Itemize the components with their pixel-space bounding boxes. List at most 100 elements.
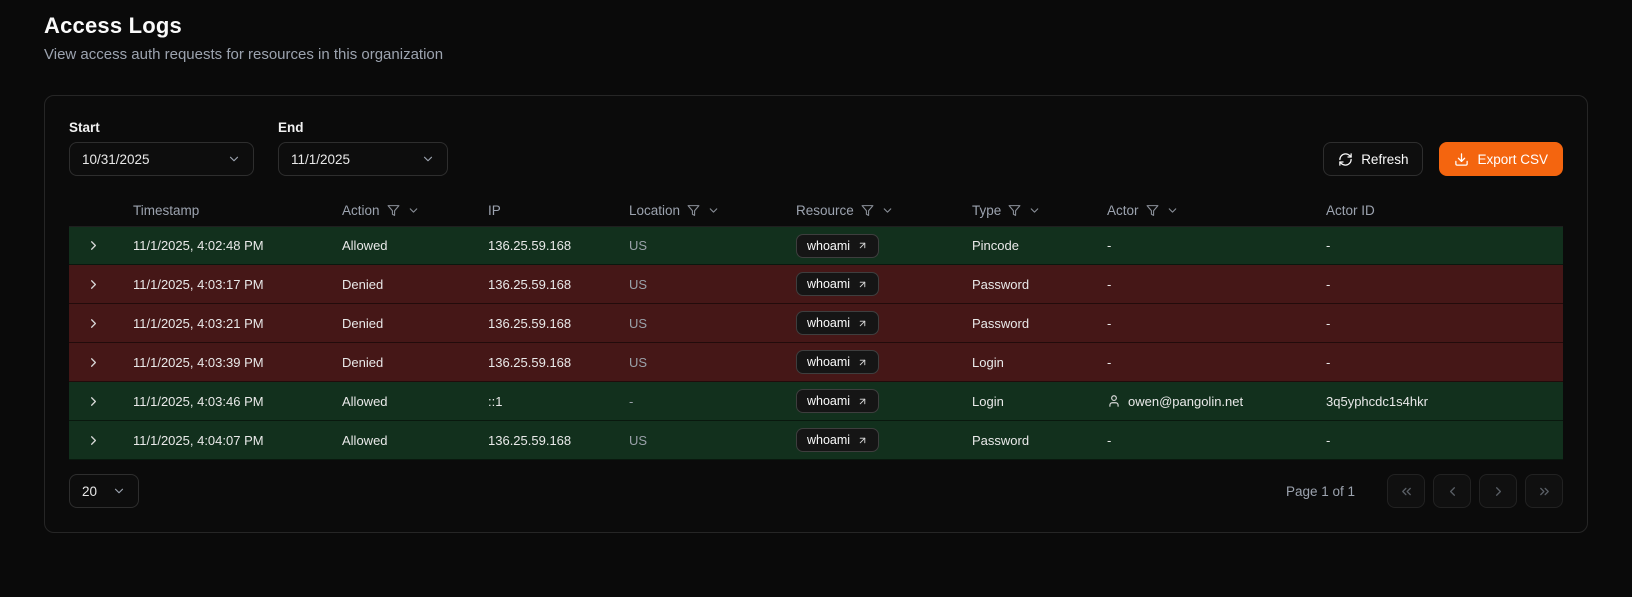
start-date-label: Start [69, 120, 100, 135]
chevron-right-icon [90, 396, 96, 406]
expander-cell [69, 312, 117, 335]
arrow-up-right-icon [859, 359, 866, 365]
table-row: 11/1/2025, 4:03:46 PM Allowed ::1 - whoa… [69, 382, 1563, 421]
expand-row-button[interactable] [82, 234, 105, 257]
resource-link[interactable]: whoami [796, 233, 880, 258]
resource-link[interactable]: whoami [796, 428, 880, 452]
refresh-button[interactable]: Refresh [1323, 142, 1424, 176]
chevron-right-icon [90, 435, 96, 445]
chevron-down-icon[interactable] [1166, 204, 1179, 217]
last-page-button[interactable] [1525, 474, 1563, 508]
actor-email: owen@pangolin.net [1128, 393, 1244, 409]
page-size-select[interactable]: 20 [69, 474, 139, 508]
ip-cell: 136.25.59.168 [488, 315, 572, 331]
table-row: 11/1/2025, 4:03:21 PM Denied 136.25.59.1… [69, 304, 1563, 343]
expand-row-button[interactable] [82, 351, 105, 374]
action-cell: Denied [342, 354, 384, 370]
expander-cell [69, 390, 117, 413]
previous-page-button[interactable] [1433, 474, 1471, 508]
expand-row-button[interactable] [82, 429, 105, 452]
first-page-button[interactable] [1387, 474, 1425, 508]
resource-cell: whoami [780, 428, 956, 452]
refresh-icon [1339, 152, 1352, 166]
start-date-select[interactable]: 10/31/2025 [69, 142, 254, 176]
filter-icon[interactable] [861, 204, 874, 217]
chevron-left-icon [1449, 486, 1455, 496]
resource-link[interactable]: whoami [796, 350, 880, 374]
download-icon [1455, 152, 1469, 166]
expand-row-button[interactable] [82, 390, 105, 413]
expand-row-button[interactable] [82, 312, 105, 335]
actor-id-cell: 3q5yphcdc1s4hkr [1326, 393, 1428, 409]
location-cell: - [629, 393, 634, 409]
timestamp-cell: 11/1/2025, 4:02:48 PM [133, 238, 264, 253]
table-footer: 20 Page 1 of 1 [69, 474, 1563, 508]
actor-id-cell: - [1326, 276, 1331, 292]
arrow-up-right-icon [859, 242, 866, 249]
filter-icon[interactable] [1146, 204, 1159, 217]
table-row: 11/1/2025, 4:03:39 PM Denied 136.25.59.1… [69, 343, 1563, 382]
chevron-down-icon[interactable] [1028, 204, 1041, 217]
filter-icon[interactable] [387, 204, 400, 217]
chevron-right-icon [90, 357, 96, 367]
expander-cell [69, 351, 117, 374]
page-info: Page 1 of 1 [1285, 483, 1355, 499]
chevron-down-icon[interactable] [407, 204, 420, 217]
chevron-down-icon[interactable] [707, 204, 720, 217]
next-page-button[interactable] [1479, 474, 1517, 508]
pagination-controls: Page 1 of 1 [1286, 474, 1563, 508]
access-logs-card: Start 10/31/2025 End 11/1/2025 [44, 95, 1588, 533]
expand-row-button[interactable] [82, 273, 105, 296]
column-label: Actor ID [1326, 202, 1375, 218]
filter-icon[interactable] [687, 204, 700, 217]
actor-cell: - [1107, 315, 1112, 331]
export-csv-button[interactable]: Export CSV [1439, 142, 1563, 176]
column-header-location: Location [613, 203, 780, 218]
resource-name: whoami [807, 433, 851, 447]
filter-icon[interactable] [1008, 204, 1021, 217]
toolbar-actions: Refresh Export CSV [1323, 142, 1563, 176]
resource-cell: whoami [780, 311, 956, 335]
expander-cell [69, 234, 117, 257]
resource-name: whoami [807, 355, 851, 369]
type-cell: Login [972, 354, 1004, 370]
column-label: Action [342, 202, 380, 218]
resource-link[interactable]: whoami [796, 389, 880, 413]
column-header-ip: IP [472, 203, 613, 218]
ip-cell: 136.25.59.168 [488, 276, 572, 292]
actor-cell: owen@pangolin.net [1091, 394, 1310, 409]
end-date-select[interactable]: 11/1/2025 [278, 142, 448, 176]
resource-link[interactable]: whoami [796, 272, 880, 296]
location-cell: US [629, 238, 648, 253]
ip-cell: ::1 [488, 393, 503, 409]
chevron-down-icon [227, 152, 241, 166]
end-date-filter: End 11/1/2025 [278, 120, 448, 176]
column-label: Resource [796, 202, 854, 218]
resource-name: whoami [807, 394, 851, 408]
column-header-resource: Resource [780, 203, 956, 218]
actor-id-cell: - [1326, 432, 1331, 448]
column-label: IP [488, 202, 501, 218]
timestamp-cell: 11/1/2025, 4:03:39 PM [133, 354, 264, 370]
column-label: Actor [1107, 202, 1139, 218]
table-header: Timestamp Action IP Location Resource [69, 194, 1563, 226]
resource-name: whoami [807, 277, 851, 291]
column-label: Location [629, 202, 681, 218]
page-subtitle: View access auth requests for resources … [44, 46, 444, 63]
column-header-actor: Actor [1091, 203, 1310, 218]
expander-cell [69, 429, 117, 452]
chevron-down-icon[interactable] [881, 204, 894, 217]
resource-cell: whoami [780, 233, 956, 258]
export-csv-label: Export CSV [1477, 151, 1548, 167]
table-body: 11/1/2025, 4:02:48 PM Allowed 136.25.59.… [69, 226, 1563, 460]
table-row: 11/1/2025, 4:02:48 PM Allowed 136.25.59.… [69, 226, 1563, 265]
type-cell: Password [972, 315, 1030, 331]
action-cell: Denied [342, 315, 384, 331]
card-toolbar: Start 10/31/2025 End 11/1/2025 [69, 120, 1563, 176]
actor-cell: - [1107, 432, 1112, 448]
action-cell: Allowed [342, 393, 388, 409]
resource-link[interactable]: whoami [796, 311, 880, 335]
refresh-label: Refresh [1361, 151, 1409, 167]
page-size-value: 20 [82, 483, 98, 499]
